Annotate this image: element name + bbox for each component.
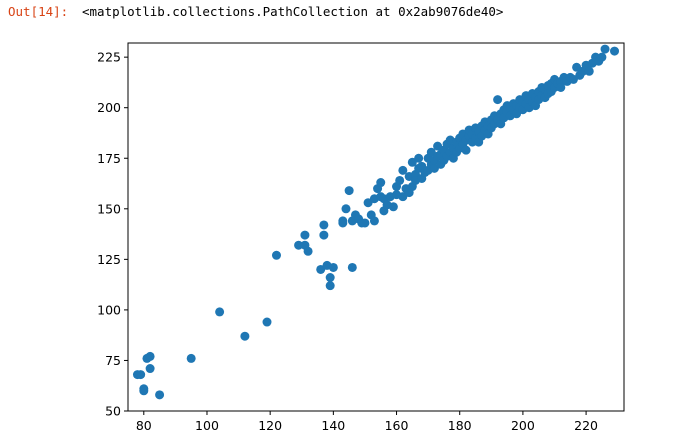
scatter-point <box>597 52 607 62</box>
scatter-point <box>155 390 165 400</box>
scatter-point <box>556 82 566 92</box>
x-tick-label: 160 <box>385 418 409 433</box>
scatter-point <box>584 66 594 76</box>
y-tick-label: 100 <box>97 302 121 317</box>
scatter-point <box>388 202 398 212</box>
y-axis: 50 75 100 125 150 175 200 225 <box>97 50 128 419</box>
y-tick-label: 125 <box>97 252 121 267</box>
output-row: Out[14]: <matplotlib.collections.PathCol… <box>0 0 687 24</box>
x-tick-label: 80 <box>136 418 152 433</box>
plot-frame <box>127 42 625 412</box>
output-repr-text: <matplotlib.collections.PathCollection a… <box>82 4 504 19</box>
scatter-point <box>262 317 272 327</box>
scatter-points <box>132 44 620 400</box>
y-tick-label: 150 <box>97 201 121 216</box>
scatter-point <box>398 165 408 175</box>
scatter-point <box>303 246 313 256</box>
scatter-point <box>319 230 329 240</box>
scatter-point <box>186 353 196 363</box>
scatter-point <box>240 331 250 341</box>
x-axis: 80 100 120 140 160 180 200 220 <box>136 411 598 433</box>
scatter-point <box>300 230 310 240</box>
scatter-point <box>325 281 335 291</box>
scatter-point <box>600 44 610 54</box>
scatter-point <box>461 145 471 155</box>
scatter-point <box>215 307 225 317</box>
scatter-point <box>145 351 155 361</box>
x-tick-label: 200 <box>511 418 535 433</box>
x-tick-label: 100 <box>195 418 219 433</box>
y-tick-label: 75 <box>105 353 121 368</box>
scatter-point <box>294 240 304 250</box>
scatter-point <box>344 186 354 196</box>
scatter-point <box>338 216 348 226</box>
scatter-point <box>319 220 329 230</box>
y-tick-label: 175 <box>97 151 121 166</box>
scatter-point <box>145 364 155 374</box>
scatter-point <box>325 273 335 283</box>
scatter-point <box>347 262 357 272</box>
scatter-point <box>493 95 503 105</box>
scatter-point <box>610 46 620 56</box>
y-tick-label: 225 <box>97 50 121 65</box>
output-prompt: Out[14]: <box>8 4 69 19</box>
scatter-point <box>136 370 146 380</box>
x-tick-label: 220 <box>574 418 598 433</box>
scatter-point <box>139 386 149 396</box>
scatter-point <box>328 262 338 272</box>
scatter-point <box>395 175 405 185</box>
scatter-point <box>271 250 281 260</box>
scatter-point <box>341 204 351 214</box>
y-tick-label: 200 <box>97 100 121 115</box>
x-tick-label: 180 <box>448 418 472 433</box>
scatter-point <box>414 153 424 163</box>
scatter-point <box>369 216 379 226</box>
scatter-point <box>360 218 370 228</box>
y-tick-label: 50 <box>105 404 121 419</box>
x-tick-label: 120 <box>258 418 282 433</box>
scatter-point <box>376 178 386 188</box>
x-tick-label: 140 <box>321 418 345 433</box>
